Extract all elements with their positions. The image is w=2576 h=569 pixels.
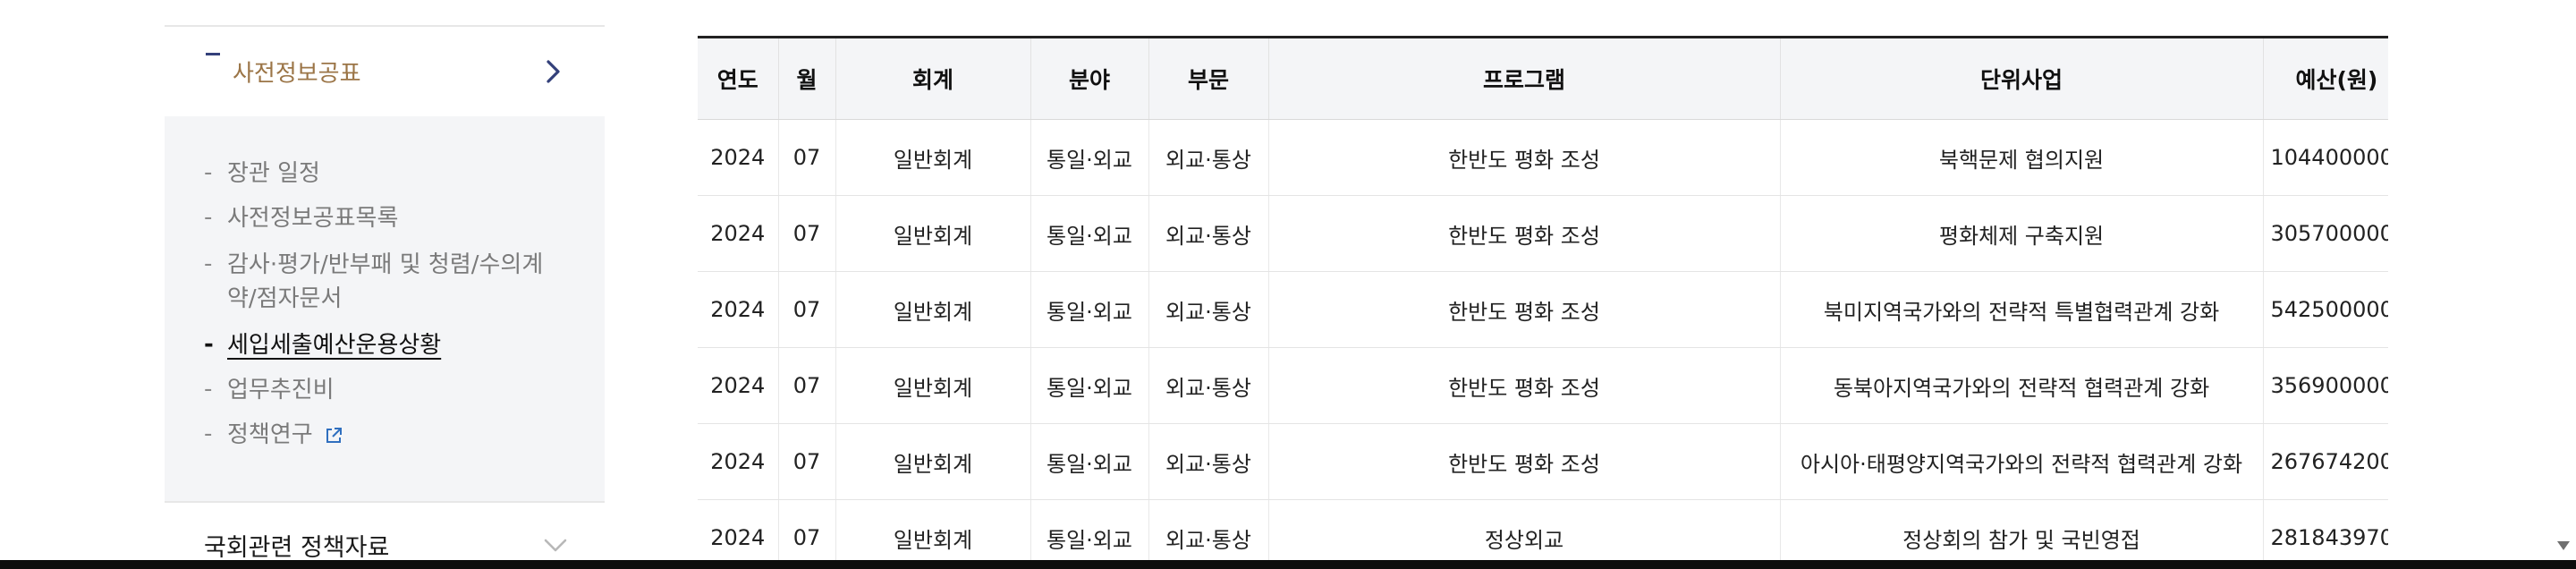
sidebar-nav: 사전정보공표 - 장관 일정 - 사전정보공표목록 - 감사·평가/반부패 및 … bbox=[165, 0, 605, 562]
column-header-year: 연도 bbox=[698, 36, 779, 120]
cell-unit-project: 정상회의 참가 및 국빈영접 bbox=[1780, 499, 2264, 560]
table-row: 2024 07 일반회계 통일·외교 외교·통상 정상외교 정상회의 참가 및 … bbox=[698, 499, 2388, 560]
cell-year: 2024 bbox=[698, 119, 779, 196]
sidebar-item-label: 세입세출예산운용상황 bbox=[227, 332, 442, 359]
cell-budget: 281843970 bbox=[2263, 499, 2388, 560]
cell-field: 통일·외교 bbox=[1030, 423, 1149, 500]
cell-field: 통일·외교 bbox=[1030, 271, 1149, 348]
column-header-program: 프로그램 bbox=[1268, 36, 1781, 120]
column-header-unit-project: 단위사업 bbox=[1780, 36, 2264, 120]
sidebar-section-national-assembly[interactable]: 국회관련 정책자료 bbox=[165, 519, 605, 564]
sidebar-item-label: 정책연구 bbox=[227, 421, 313, 448]
sidebar-item-label: 장관 일정 bbox=[227, 160, 320, 187]
cell-unit-project: 평화체제 구축지원 bbox=[1780, 195, 2264, 272]
cell-program: 한반도 평화 조성 bbox=[1268, 347, 1781, 424]
sidebar-item-label: 업무추진비 bbox=[227, 377, 335, 403]
scroll-down-arrow-icon[interactable] bbox=[2555, 539, 2572, 553]
cell-sector: 외교·통상 bbox=[1148, 119, 1269, 196]
cell-month: 07 bbox=[778, 423, 836, 500]
cell-account: 일반회계 bbox=[835, 195, 1031, 272]
cell-sector: 외교·통상 bbox=[1148, 423, 1269, 500]
budget-table: 연도 월 회계 분야 부문 프로그램 단위사업 예산(원) 2024 07 일반… bbox=[698, 36, 2388, 560]
column-header-field: 분야 bbox=[1030, 36, 1149, 120]
cell-unit-project: 북핵문제 협의지원 bbox=[1780, 119, 2264, 196]
cell-program: 한반도 평화 조성 bbox=[1268, 271, 1781, 348]
list-bullet: - bbox=[204, 204, 213, 231]
cell-program: 한반도 평화 조성 bbox=[1268, 195, 1781, 272]
cell-year: 2024 bbox=[698, 423, 779, 500]
cell-unit-project: 동북아지역국가와의 전략적 협력관계 강화 bbox=[1780, 347, 2264, 424]
list-bullet: - bbox=[204, 159, 213, 186]
column-header-sector: 부문 bbox=[1148, 36, 1269, 120]
list-bullet: - bbox=[204, 331, 214, 358]
column-header-account: 회계 bbox=[835, 36, 1031, 120]
list-bullet: - bbox=[204, 251, 213, 277]
section-title: 국회관련 정책자료 bbox=[204, 534, 390, 562]
cell-sector: 외교·통상 bbox=[1148, 271, 1269, 348]
sidebar-item-label-line1: 감사·평가/반부패 및 청렴/수의계 bbox=[227, 251, 544, 278]
cell-account: 일반회계 bbox=[835, 119, 1031, 196]
cell-program: 한반도 평화 조성 bbox=[1268, 423, 1781, 500]
table-row: 2024 07 일반회계 통일·외교 외교·통상 한반도 평화 조성 평화체제 … bbox=[698, 195, 2388, 272]
table-header-row: 연도 월 회계 분야 부문 프로그램 단위사업 예산(원) bbox=[698, 36, 2388, 120]
cell-month: 07 bbox=[778, 195, 836, 272]
cell-unit-project: 북미지역국가와의 전략적 특별협력관계 강화 bbox=[1780, 271, 2264, 348]
cell-account: 일반회계 bbox=[835, 423, 1031, 500]
cell-year: 2024 bbox=[698, 195, 779, 272]
cell-field: 통일·외교 bbox=[1030, 195, 1149, 272]
list-bullet: - bbox=[204, 420, 213, 447]
cell-program: 한반도 평화 조성 bbox=[1268, 119, 1781, 196]
cell-year: 2024 bbox=[698, 271, 779, 348]
cell-sector: 외교·통상 bbox=[1148, 499, 1269, 560]
table-row: 2024 07 일반회계 통일·외교 외교·통상 한반도 평화 조성 북핵문제 … bbox=[698, 119, 2388, 196]
cell-account: 일반회계 bbox=[835, 347, 1031, 424]
cell-account: 일반회계 bbox=[835, 271, 1031, 348]
submenu-panel bbox=[165, 116, 605, 501]
cell-month: 07 bbox=[778, 347, 836, 424]
section-dash-marker bbox=[206, 53, 220, 55]
cell-budget: 267674200 bbox=[2263, 423, 2388, 500]
divider bbox=[165, 501, 605, 503]
table-row: 2024 07 일반회계 통일·외교 외교·통상 한반도 평화 조성 북미지역국… bbox=[698, 271, 2388, 348]
cell-account: 일반회계 bbox=[835, 499, 1031, 560]
sidebar-section-header[interactable]: 사전정보공표 bbox=[165, 27, 605, 116]
list-bullet: - bbox=[204, 376, 213, 403]
cell-year: 2024 bbox=[698, 347, 779, 424]
cell-sector: 외교·통상 bbox=[1148, 195, 1269, 272]
cell-year: 2024 bbox=[698, 499, 779, 560]
cell-unit-project: 아시아·태평양지역국가와의 전략적 협력관계 강화 bbox=[1780, 423, 2264, 500]
cell-budget: 305700000 bbox=[2263, 195, 2388, 272]
budget-table-container[interactable]: 연도 월 회계 분야 부문 프로그램 단위사업 예산(원) 2024 07 일반… bbox=[698, 36, 2388, 560]
sidebar-item-label: 사전정보공표목록 bbox=[227, 205, 399, 232]
column-header-month: 월 bbox=[778, 36, 836, 120]
chevron-right-icon[interactable] bbox=[538, 57, 567, 86]
cell-program: 정상외교 bbox=[1268, 499, 1781, 560]
cell-month: 07 bbox=[778, 499, 836, 560]
section-title: 사전정보공표 bbox=[233, 60, 361, 88]
column-header-budget: 예산(원) bbox=[2263, 36, 2388, 120]
bottom-edge-bar bbox=[0, 560, 2576, 569]
sidebar-item-label-line2: 약/점자문서 bbox=[227, 285, 343, 312]
external-link-icon bbox=[326, 427, 342, 443]
cell-budget: 104400000 bbox=[2263, 119, 2388, 196]
cell-month: 07 bbox=[778, 271, 836, 348]
cell-budget: 356900000 bbox=[2263, 347, 2388, 424]
cell-budget: 542500000 bbox=[2263, 271, 2388, 348]
table-row: 2024 07 일반회계 통일·외교 외교·통상 한반도 평화 조성 동북아지역… bbox=[698, 347, 2388, 424]
divider bbox=[165, 25, 605, 27]
cell-sector: 외교·통상 bbox=[1148, 347, 1269, 424]
cell-field: 통일·외교 bbox=[1030, 499, 1149, 560]
chevron-down-icon[interactable] bbox=[540, 530, 571, 560]
cell-field: 통일·외교 bbox=[1030, 119, 1149, 196]
cell-field: 통일·외교 bbox=[1030, 347, 1149, 424]
cell-month: 07 bbox=[778, 119, 836, 196]
table-row: 2024 07 일반회계 통일·외교 외교·통상 한반도 평화 조성 아시아·태… bbox=[698, 423, 2388, 500]
